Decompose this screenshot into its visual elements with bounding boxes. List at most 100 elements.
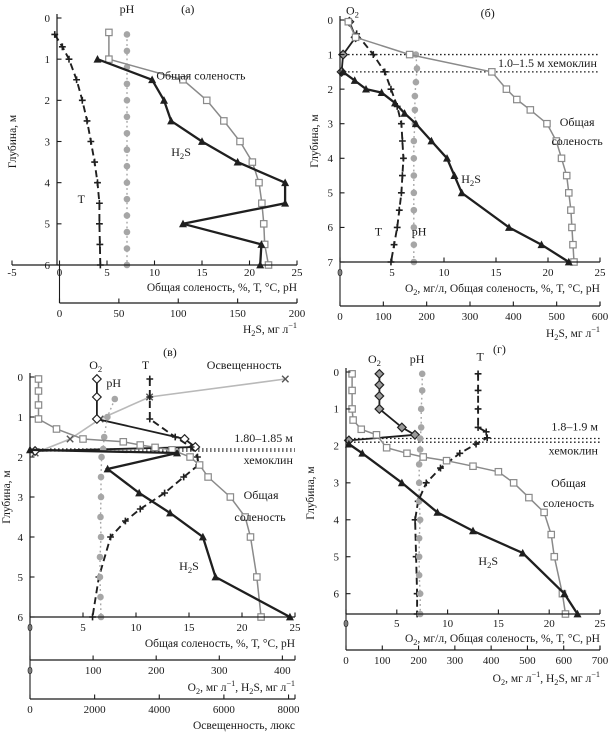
y-axis-title: Глубина, м bbox=[7, 114, 19, 168]
x-axis-title: O2, мг/л, Общая соленость, %, Т, °С, pH bbox=[405, 633, 600, 647]
series-label: H2S bbox=[179, 559, 199, 575]
marker-plus bbox=[171, 433, 179, 441]
marker-circle bbox=[97, 493, 105, 501]
marker-square bbox=[119, 437, 128, 446]
marker-plus bbox=[96, 241, 104, 248]
marker-triangle bbox=[537, 240, 546, 249]
marker-square bbox=[442, 456, 451, 465]
series-label: соленость bbox=[551, 134, 603, 148]
marker-plus bbox=[474, 424, 482, 431]
marker-plus bbox=[474, 405, 482, 413]
marker-square bbox=[550, 552, 559, 561]
x-tick-label: 20 bbox=[544, 618, 556, 630]
marker-square bbox=[259, 220, 268, 228]
series-label: соленость bbox=[234, 510, 286, 524]
marker-circle bbox=[415, 461, 423, 468]
series-Общая-соленость bbox=[348, 370, 570, 618]
sub-axis-tick-label: 6000 bbox=[213, 704, 236, 716]
marker-circle bbox=[97, 533, 105, 541]
series-Общая-соленость bbox=[34, 375, 265, 621]
y-tick-label: 0 bbox=[45, 13, 51, 25]
marker-circle bbox=[417, 405, 425, 413]
marker-circle bbox=[123, 212, 131, 219]
sub-axis-tick-label: 4000 bbox=[148, 704, 171, 716]
marker-diamond-gray bbox=[374, 379, 385, 391]
marker-plus bbox=[180, 473, 188, 481]
x-tick-label: 25 bbox=[290, 622, 302, 634]
series-label: (в) bbox=[163, 345, 177, 359]
marker-circle bbox=[410, 137, 418, 145]
marker-triangle bbox=[377, 88, 386, 96]
y-tick-label: 3 bbox=[18, 492, 24, 504]
marker-square bbox=[105, 55, 113, 63]
series-line bbox=[347, 21, 575, 263]
marker-square bbox=[488, 68, 496, 76]
x-tick-label: 20 bbox=[237, 622, 249, 634]
marker-plus bbox=[96, 199, 103, 207]
y-axis-title: Глубина, м bbox=[309, 114, 321, 168]
marker-diamond-gray bbox=[396, 422, 408, 433]
marker-triangle bbox=[433, 508, 442, 516]
x-axis-title: O2, мг/л, Общая соленость, %, Т, °С, pH bbox=[405, 283, 600, 297]
marker-triangle bbox=[400, 109, 409, 117]
series-line bbox=[29, 448, 291, 619]
marker-square bbox=[509, 479, 518, 487]
marker-triangle bbox=[135, 488, 144, 497]
marker-square bbox=[344, 17, 353, 26]
marker-x bbox=[66, 435, 74, 443]
sub-axis-tick-label: 500 bbox=[519, 655, 536, 667]
marker-square bbox=[52, 425, 61, 433]
marker-square bbox=[348, 370, 356, 378]
marker-plus bbox=[397, 120, 405, 128]
marker-circle bbox=[123, 195, 131, 203]
sub-axis-tick-label: 400 bbox=[483, 655, 500, 667]
marker-circle bbox=[411, 106, 419, 114]
panel-g-chart: 0 1 2 3 4 5 6 Глубина, м 0 5 10 15 20 25 O2, мг/л, Общ… bbox=[305, 342, 609, 687]
marker-plus bbox=[136, 505, 144, 513]
marker-square bbox=[349, 416, 357, 424]
sub-axis-title: Освещенность, люкс bbox=[193, 720, 295, 732]
series-label: O2 bbox=[346, 3, 359, 19]
series-label: pH bbox=[106, 376, 121, 390]
marker-square bbox=[565, 189, 573, 197]
marker-diamond-open bbox=[91, 413, 103, 425]
marker-square bbox=[151, 443, 159, 452]
marker-circle bbox=[123, 47, 131, 55]
marker-circle bbox=[416, 590, 424, 597]
marker-plus bbox=[472, 440, 480, 448]
x-tick-label: 10 bbox=[131, 622, 143, 634]
marker-circle bbox=[97, 513, 104, 521]
marker-circle bbox=[96, 573, 104, 581]
marker-plus bbox=[437, 464, 444, 472]
series-label: Общая соленость bbox=[156, 69, 246, 83]
marker-diamond-gray bbox=[374, 368, 385, 379]
marker-square bbox=[351, 33, 360, 42]
marker-plus bbox=[194, 453, 201, 461]
marker-plus bbox=[422, 479, 430, 487]
series-line bbox=[351, 373, 567, 615]
marker-plus bbox=[146, 415, 154, 423]
marker-square bbox=[525, 493, 533, 502]
series-line bbox=[414, 373, 489, 614]
series-label: T bbox=[375, 225, 383, 239]
sub-axis-tick-label: 200 bbox=[410, 655, 427, 667]
marker-circle bbox=[418, 370, 426, 378]
sub-axis-tick-label: 0 bbox=[337, 311, 343, 323]
series-line bbox=[91, 379, 200, 618]
series-line bbox=[53, 34, 102, 266]
sub-axis-tick-label: 2000 bbox=[84, 704, 107, 716]
sub-axis-title: O2, мг л−1, H2S, мг л−1 bbox=[493, 670, 600, 687]
sub-axis-tick-label: 700 bbox=[592, 655, 609, 667]
x-tick-label: 20 bbox=[543, 267, 555, 279]
series-T bbox=[51, 31, 104, 269]
series-label: Общая bbox=[560, 115, 595, 129]
series-line bbox=[348, 443, 579, 615]
series-label: (б) bbox=[481, 6, 495, 20]
marker-triangle bbox=[350, 76, 359, 84]
marker-circle bbox=[104, 413, 111, 421]
marker-plus bbox=[83, 117, 91, 125]
marker-circle bbox=[123, 97, 131, 104]
marker-square bbox=[246, 533, 255, 541]
series-label: T bbox=[142, 358, 150, 372]
series-line bbox=[340, 21, 357, 72]
